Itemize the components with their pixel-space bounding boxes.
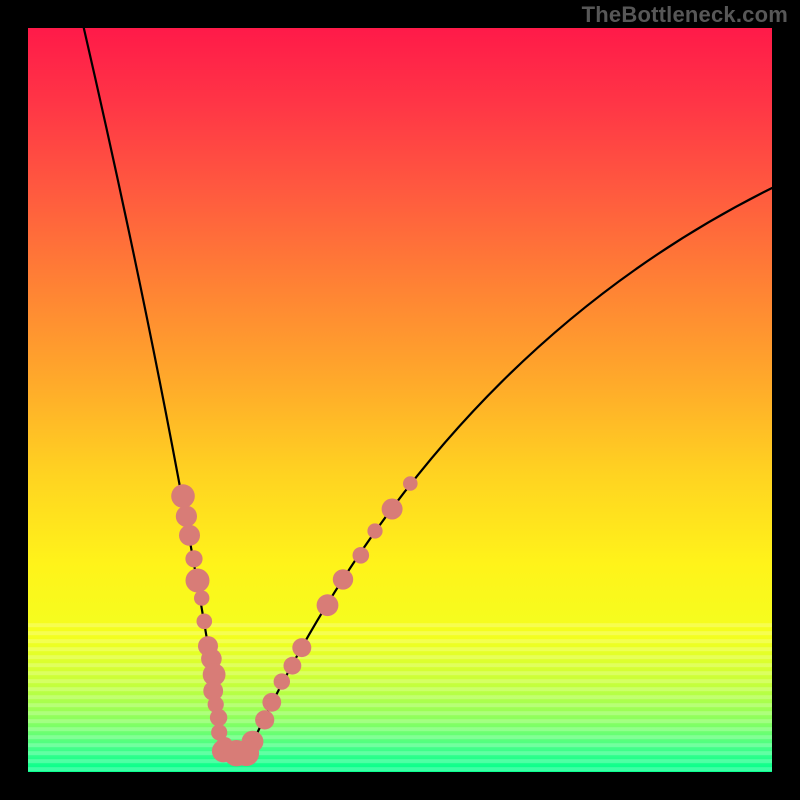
watermark-label: TheBottleneck.com	[582, 2, 788, 28]
plot-area	[0, 0, 800, 800]
figure-root: TheBottleneck.com	[0, 0, 800, 800]
chart-svg	[0, 0, 800, 800]
